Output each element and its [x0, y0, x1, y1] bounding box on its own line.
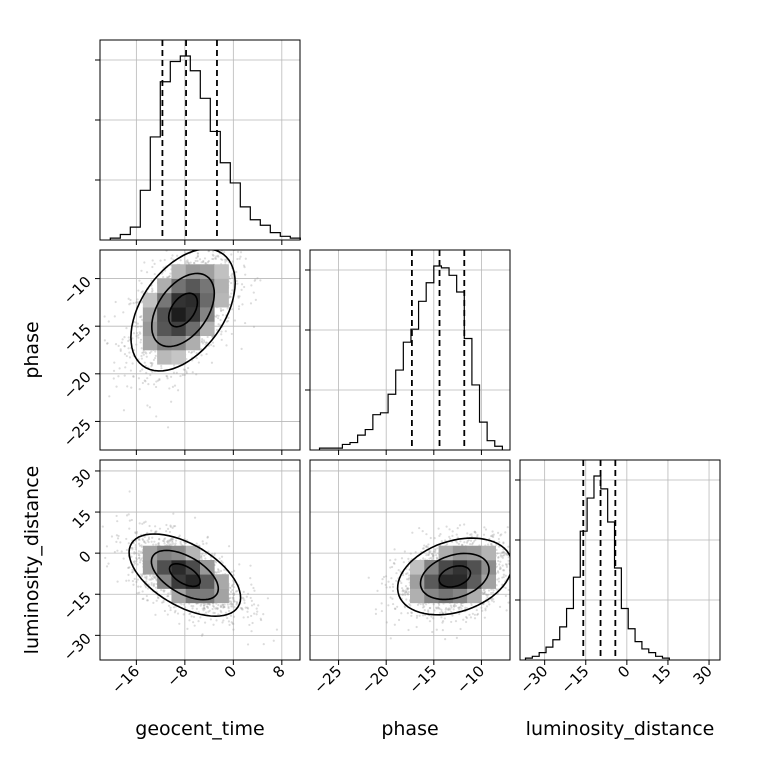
y-tick-label: −15 — [60, 320, 95, 355]
x-tick-label: −16 — [108, 662, 143, 697]
contour-line — [150, 272, 216, 348]
y-axis-label-luminosity_distance: luminosity_distance — [21, 466, 43, 655]
contour-line — [168, 563, 202, 588]
panel-frame — [309, 459, 511, 661]
contour-line — [150, 549, 220, 601]
panel-frame — [519, 459, 721, 661]
y-tick-label: −25 — [60, 416, 95, 451]
x-tick-label: 8 — [269, 662, 288, 681]
histogram-luminosity_distance — [524, 475, 670, 660]
y-tick-label: −15 — [60, 588, 95, 623]
x-axis-label-geocent_time: geocent_time — [135, 718, 264, 740]
histogram-phase — [318, 265, 503, 450]
y-axis-label-phase: phase — [21, 321, 43, 378]
density-panel — [367, 523, 510, 641]
y-tick-label: −20 — [60, 368, 95, 403]
histogram-geocent_time — [109, 55, 301, 240]
y-tick-label: −30 — [60, 629, 95, 664]
contour-line — [396, 537, 510, 616]
density-panel — [103, 250, 262, 429]
x-tick-label: −30 — [516, 662, 551, 697]
x-axis-label-luminosity_distance: luminosity_distance — [526, 718, 715, 740]
y-tick-label: 0 — [75, 547, 94, 566]
panel-frame — [99, 249, 301, 451]
contour-line — [438, 565, 472, 588]
contour-line — [128, 533, 242, 618]
contour-line — [167, 292, 199, 328]
x-tick-label: 0 — [221, 662, 240, 681]
panel-frame — [99, 459, 301, 661]
y-tick-label: −10 — [60, 273, 95, 308]
contour-line — [130, 250, 237, 372]
x-tick-label: −15 — [557, 662, 592, 697]
y-tick-label: 30 — [69, 465, 95, 491]
x-tick-label: 30 — [690, 662, 716, 688]
x-tick-label: −15 — [406, 662, 441, 697]
x-tick-label: −8 — [163, 662, 191, 690]
x-tick-label: −25 — [310, 662, 345, 697]
y-tick-label: 15 — [69, 506, 95, 532]
x-tick-label: 0 — [614, 662, 633, 681]
panel-frame — [99, 39, 301, 241]
panel-frame — [309, 249, 511, 451]
x-tick-label: −20 — [358, 662, 393, 697]
contour-line — [419, 552, 490, 601]
density-panel — [101, 490, 279, 646]
x-tick-label: −10 — [453, 662, 488, 697]
x-axis-label-phase: phase — [381, 718, 438, 740]
x-tick-label: 15 — [649, 662, 675, 688]
